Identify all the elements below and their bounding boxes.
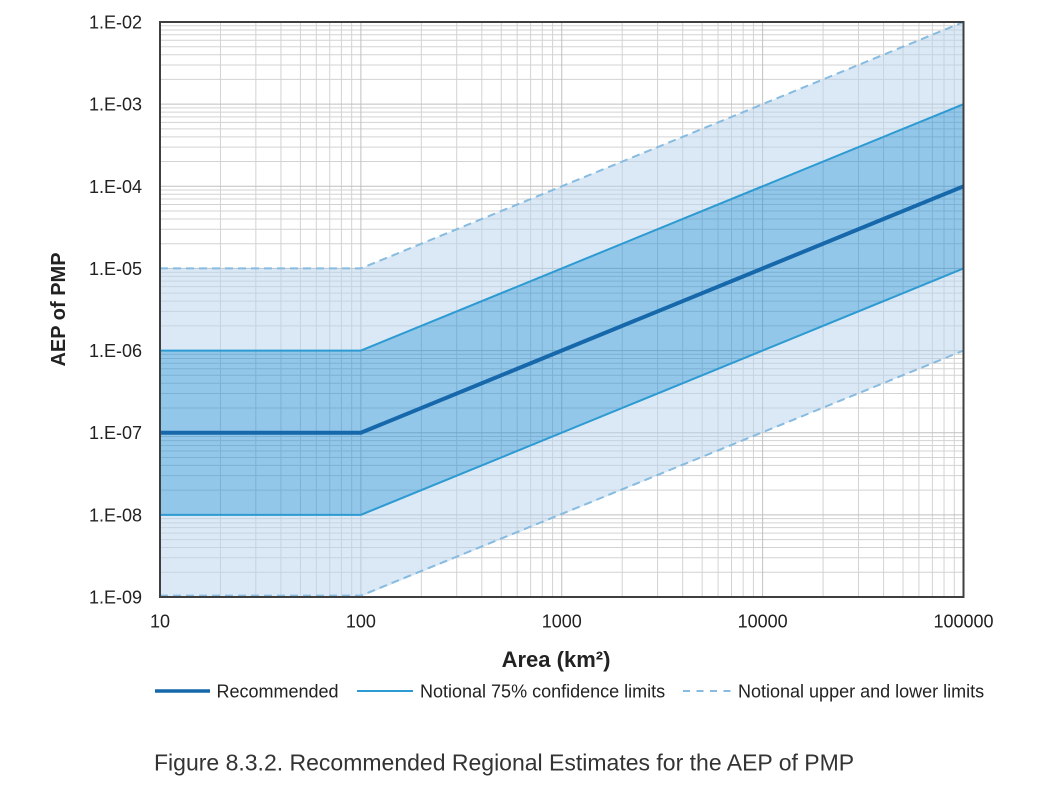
- svg-text:1.E-06: 1.E-06: [89, 341, 142, 361]
- svg-text:Recommended: Recommended: [217, 682, 339, 702]
- svg-text:1.E-02: 1.E-02: [89, 13, 142, 33]
- svg-text:1.E-05: 1.E-05: [89, 259, 142, 279]
- svg-text:1.E-03: 1.E-03: [89, 95, 142, 115]
- svg-text:10: 10: [150, 612, 170, 632]
- svg-text:1.E-07: 1.E-07: [89, 423, 142, 443]
- svg-text:1.E-09: 1.E-09: [89, 588, 142, 608]
- svg-text:1000: 1000: [542, 612, 582, 632]
- svg-text:100: 100: [346, 612, 376, 632]
- svg-text:Notional upper and lower limit: Notional upper and lower limits: [738, 682, 984, 702]
- svg-text:Notional 75% confidence limits: Notional 75% confidence limits: [420, 682, 665, 702]
- svg-text:100000: 100000: [933, 612, 993, 632]
- svg-text:1.E-08: 1.E-08: [89, 505, 142, 525]
- svg-text:AEP of PMP: AEP of PMP: [48, 252, 70, 366]
- svg-text:Figure 8.3.2. Recommended Regi: Figure 8.3.2. Recommended Regional Estim…: [154, 750, 854, 776]
- svg-text:1.E-04: 1.E-04: [89, 177, 142, 197]
- svg-text:Area (km²): Area (km²): [502, 647, 611, 672]
- svg-text:10000: 10000: [738, 612, 788, 632]
